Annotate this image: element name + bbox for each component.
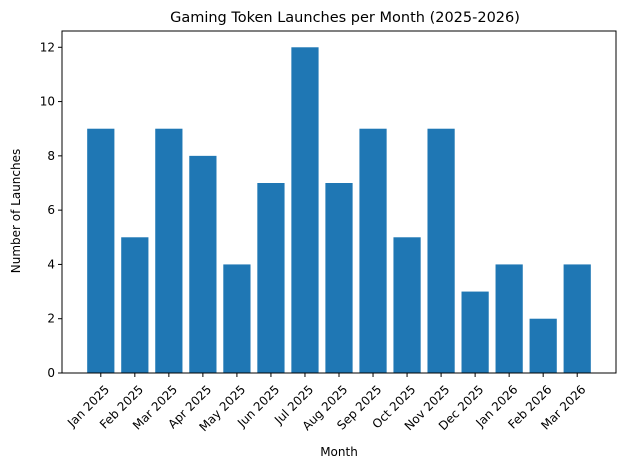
bar-may-2025 [223, 264, 251, 373]
bar-nov-2025 [427, 128, 455, 373]
bar-jul-2025 [291, 47, 319, 374]
y-tick-label: 2 [47, 312, 55, 326]
y-tick-label: 8 [47, 149, 55, 163]
bar-apr-2025 [189, 155, 217, 373]
bar-jun-2025 [257, 183, 285, 373]
bar-aug-2025 [325, 183, 353, 373]
bar-feb-2026 [529, 318, 557, 373]
x-axis-label: Month [320, 445, 358, 459]
bar-jan-2026 [495, 264, 523, 373]
y-axis-label: Number of Launches [9, 149, 23, 274]
plot-frame [61, 30, 617, 374]
bar-oct-2025 [393, 237, 421, 373]
y-tick-label: 12 [40, 40, 55, 54]
bar-feb-2025 [121, 237, 149, 373]
chart-title: Gaming Token Launches per Month (2025-20… [170, 10, 520, 26]
y-tick-label: 6 [47, 203, 55, 217]
bar-dec-2025 [461, 291, 489, 373]
y-tick-label: 10 [40, 95, 55, 109]
bar-mar-2026 [563, 264, 591, 373]
y-tick-label: 0 [47, 366, 55, 380]
bars-group [87, 47, 591, 374]
bar-mar-2025 [155, 128, 183, 373]
y-axis: 0 2 4 6 8 10 12 [40, 40, 62, 380]
y-tick-label: 4 [47, 257, 55, 271]
bar-jan-2025 [87, 128, 115, 373]
bar-sep-2025 [359, 128, 387, 373]
